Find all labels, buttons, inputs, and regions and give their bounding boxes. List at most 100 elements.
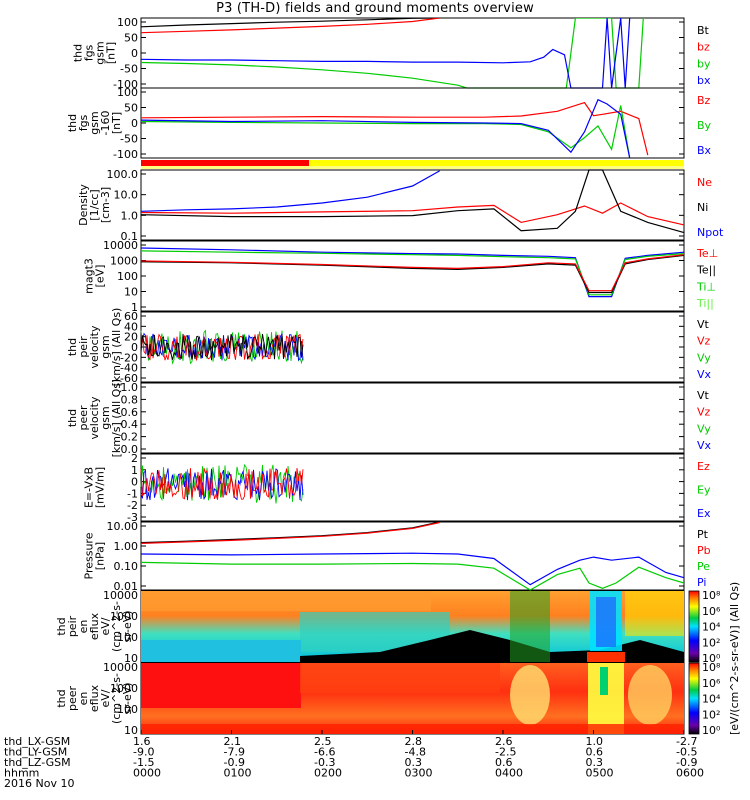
noise-traces xyxy=(140,329,304,365)
xaxis-row-label: thd_LX-GSM xyxy=(4,735,70,748)
y-axis-label: velocity xyxy=(88,325,101,368)
legend-entry: Vt xyxy=(697,318,710,331)
series-line-Pb xyxy=(140,521,440,544)
colorbar-tick-label: 10⁶ xyxy=(702,677,721,690)
series-line-bx xyxy=(140,18,631,89)
xaxis-value: 0.3 xyxy=(586,756,604,769)
legend-entry: Pi xyxy=(697,576,706,589)
panel-pressure: 10.00 1.00 0.10 0.01 Pressure[nPa] Pt Pb Pe Pi xyxy=(83,520,711,593)
noise-line xyxy=(140,468,304,501)
y-axis-label: gsm xyxy=(94,41,107,64)
y-tick-label: -100 xyxy=(113,148,138,161)
xaxis-value: 2.6 xyxy=(495,735,513,748)
y-axis-label: [eV] xyxy=(94,265,107,288)
y-tick-label: 10.00 xyxy=(107,520,139,533)
y-axis-label: [nPa] xyxy=(94,542,107,570)
legend-entry: Te|| xyxy=(696,264,716,277)
y-tick-label: 10 xyxy=(124,652,138,665)
xaxis-value: 0600 xyxy=(676,767,704,780)
noise-line xyxy=(140,329,304,365)
y-tick-label: 100 xyxy=(117,270,138,283)
series-line-Pt xyxy=(140,521,440,544)
y-axis-label: [mV/m] xyxy=(94,467,107,508)
date-label: 2016 Nov 10 xyxy=(4,777,74,790)
y-axis-label: thd xyxy=(72,44,85,62)
y-tick-label: 50 xyxy=(124,102,138,115)
y-tick-label: -1 xyxy=(127,487,138,500)
legend-entry: Bz xyxy=(697,94,711,107)
panel-peer_velocity: 1.00.80.60.40.20.0 thdpeervelocitygsm[km/… xyxy=(66,379,712,458)
colorbar-tick-label: 10⁶ xyxy=(702,605,721,618)
xaxis-value: 0500 xyxy=(586,767,614,780)
y-tick-label: 40 xyxy=(124,320,138,333)
y-axis-label: eV/ xyxy=(99,617,112,635)
y-tick-label: 1000 xyxy=(110,610,138,623)
legend-entry: Vt xyxy=(697,389,710,402)
peir-spectrogram xyxy=(141,591,684,662)
y-axis-label: magt3 xyxy=(83,258,96,294)
y-axis-label: [km/s] (All Qs) xyxy=(110,379,123,458)
legend-entry: Npot xyxy=(697,226,724,239)
y-tick-label: 0 xyxy=(131,117,138,130)
y-tick-label: -60 xyxy=(120,372,138,385)
y-axis-label: -160 xyxy=(99,111,112,136)
xaxis-value: 0000 xyxy=(133,767,161,780)
series-line-Bx xyxy=(140,98,631,159)
y-axis-label: velocity xyxy=(88,396,101,439)
y-axis-label: [nT] xyxy=(110,112,123,134)
y-tick-label: 20 xyxy=(124,331,138,344)
panel-frame xyxy=(140,521,685,591)
y-axis-label: [km/s] (All Qs) xyxy=(110,308,123,387)
colorbar-tick-label: 10⁴ xyxy=(702,621,721,634)
y-tick-label: 0.2 xyxy=(121,431,139,444)
y-axis-label: fgs xyxy=(77,114,90,131)
y-tick-label: 1000 xyxy=(110,255,138,268)
colorbar-label: [eV/(cm^2-s-sr-eV)] (All Qs) xyxy=(728,582,741,735)
xaxis-value: -2.5 xyxy=(495,746,516,759)
panel-temperature: 10000 1000 100 10 1 magt3[eV] Te⊥ Te|| Ti⊥ Ti|| xyxy=(83,239,719,314)
y-tick-label: -20 xyxy=(120,351,138,364)
xaxis-value: 0300 xyxy=(405,767,433,780)
colorbar-tick-label: 10² xyxy=(702,708,720,721)
panel-frame xyxy=(140,382,685,454)
legend-entry: Pt xyxy=(697,528,709,541)
xaxis-row-label: thd_LY-GSM xyxy=(4,746,67,759)
legend-entry: Pb xyxy=(697,544,711,557)
panel-efield: 210-1-2-3 E=-VxB[mV/m] Ez Ey Ex xyxy=(83,452,711,524)
series-line-Bt xyxy=(140,18,440,28)
y-axis-label: thd xyxy=(66,409,79,427)
xaxis-value: 0200 xyxy=(314,767,342,780)
noise-line xyxy=(140,333,304,361)
y-axis-label: gsm xyxy=(99,406,112,429)
legend-entry: Bx xyxy=(697,144,712,157)
colorbar-tick-label: 10⁴ xyxy=(702,693,721,706)
legend-entry: Te⊥ xyxy=(696,247,718,260)
y-tick-label: 0 xyxy=(131,47,138,60)
series-line-Ne xyxy=(140,202,685,226)
xaxis-value: -2.7 xyxy=(676,735,697,748)
xaxis-value: -1.5 xyxy=(133,756,154,769)
y-axis-label: E=-VxB xyxy=(83,467,96,508)
xaxis-value: 2.5 xyxy=(314,735,332,748)
xaxis-value: 1.6 xyxy=(133,735,151,748)
y-axis-label: sr-eV) xyxy=(121,682,134,714)
y-tick-label: 0 xyxy=(131,341,138,354)
noise-line xyxy=(140,463,304,504)
noise-line xyxy=(140,467,304,500)
xaxis-value: -6.6 xyxy=(314,746,335,759)
xaxis-value: -0.9 xyxy=(676,756,697,769)
y-axis-label: [nT] xyxy=(105,42,118,64)
panel-frame xyxy=(140,17,685,89)
colorbar-tick-label: 10⁰ xyxy=(702,724,721,737)
legend-entry: Ez xyxy=(697,460,710,473)
y-tick-label: 0.01 xyxy=(114,580,139,593)
legend-entry: Ey xyxy=(697,484,711,497)
xaxis-row-label: thd_LZ-GSM xyxy=(4,756,71,769)
xaxis-value: -9.0 xyxy=(133,746,154,759)
legend-entry: Vx xyxy=(697,368,712,381)
y-tick-label: 100 xyxy=(117,631,138,644)
legend-entry: By xyxy=(697,119,712,132)
